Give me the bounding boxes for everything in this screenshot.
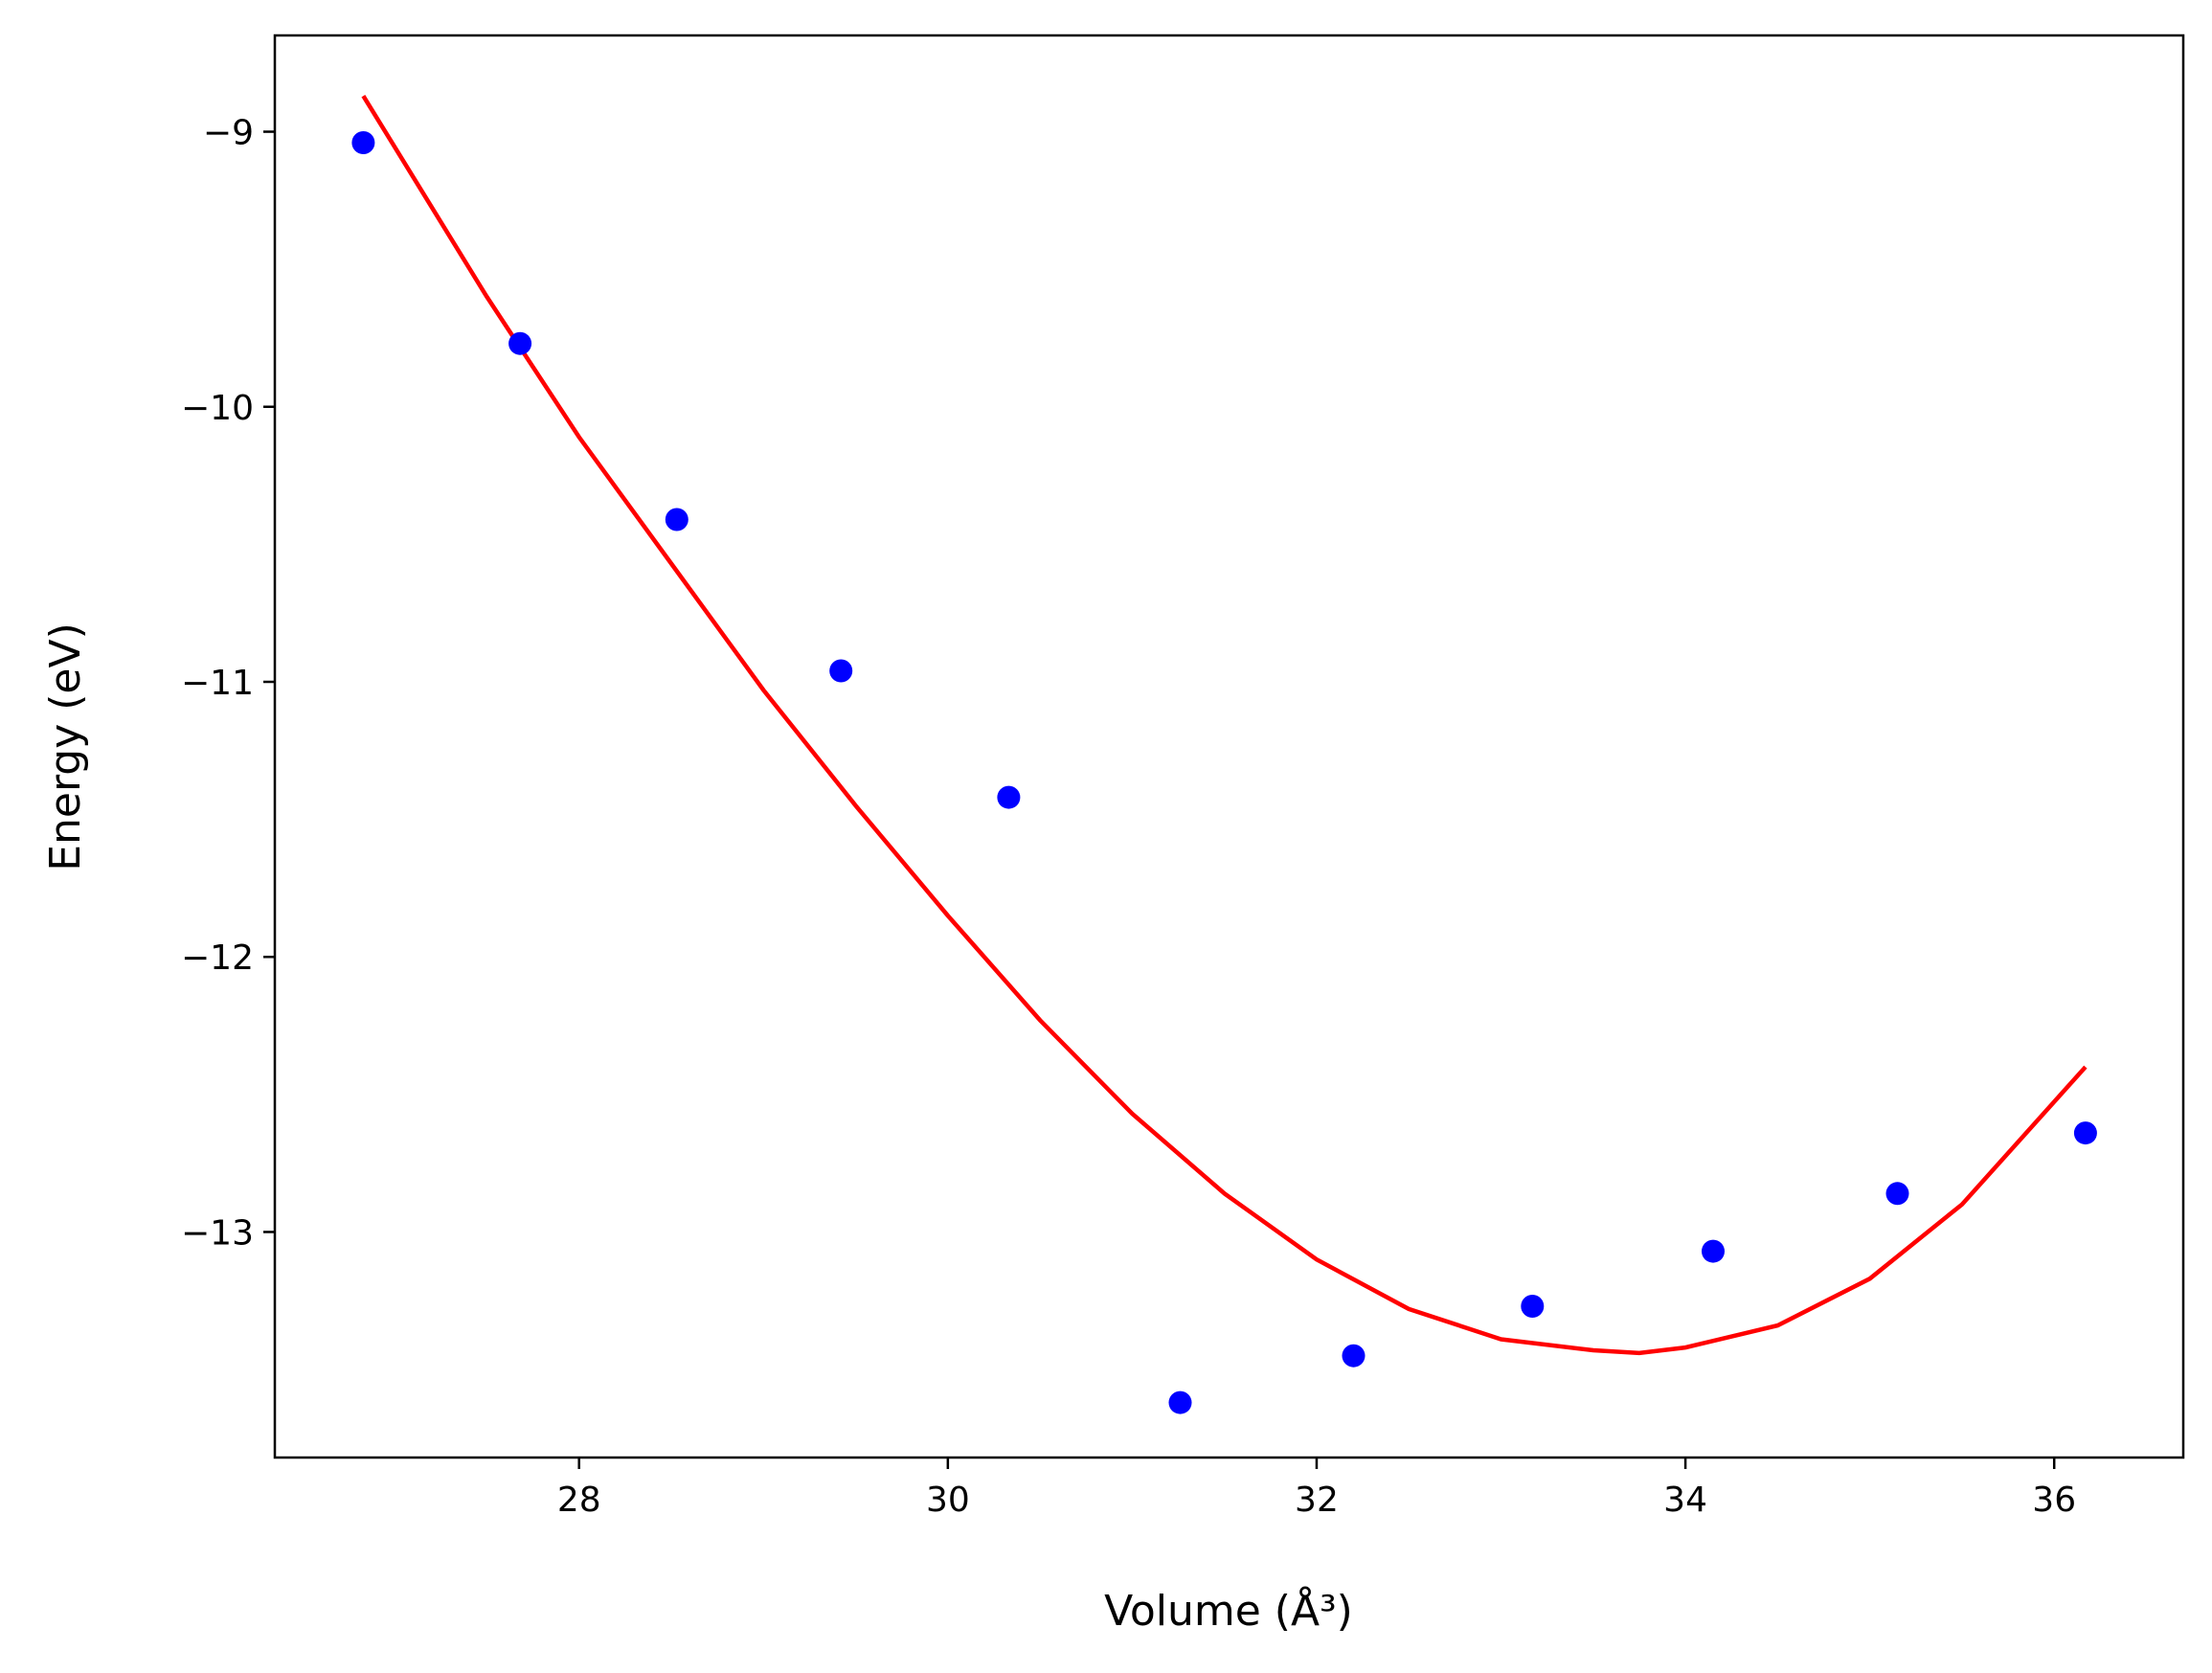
x-tick-label: 30 xyxy=(926,1481,970,1520)
data-point xyxy=(1342,1344,1366,1368)
data-point xyxy=(1521,1295,1545,1318)
y-tick-label: −10 xyxy=(181,389,254,428)
plot-area xyxy=(351,95,2097,1414)
y-tick-label: −12 xyxy=(181,938,254,978)
data-point xyxy=(508,331,532,355)
x-axis-ticks: 28 30 32 34 36 xyxy=(557,1458,2076,1520)
y-tick-label: −9 xyxy=(203,114,254,153)
data-point xyxy=(351,131,375,154)
data-point xyxy=(1702,1239,1725,1263)
x-tick-label: 28 xyxy=(557,1481,601,1520)
x-tick-label: 36 xyxy=(2032,1481,2076,1520)
x-tick-label: 34 xyxy=(1663,1481,1707,1520)
axes-frame xyxy=(273,34,2185,1459)
data-point xyxy=(665,508,688,531)
x-axis-label: Volume (Å³) xyxy=(1104,1585,1353,1636)
data-point xyxy=(997,785,1021,809)
y-tick-label: −13 xyxy=(181,1213,254,1253)
y-axis-ticks: −9 −10 −11 −12 −13 xyxy=(181,114,275,1253)
data-point xyxy=(829,659,853,683)
x-tick-label: 32 xyxy=(1295,1481,1339,1520)
fit-curve xyxy=(361,95,2088,1356)
y-tick-label: −11 xyxy=(181,664,254,703)
y-axis-label: Energy (eV) xyxy=(41,622,90,871)
data-point xyxy=(2073,1121,2097,1145)
data-point xyxy=(1885,1182,1909,1206)
data-point xyxy=(1168,1390,1192,1414)
